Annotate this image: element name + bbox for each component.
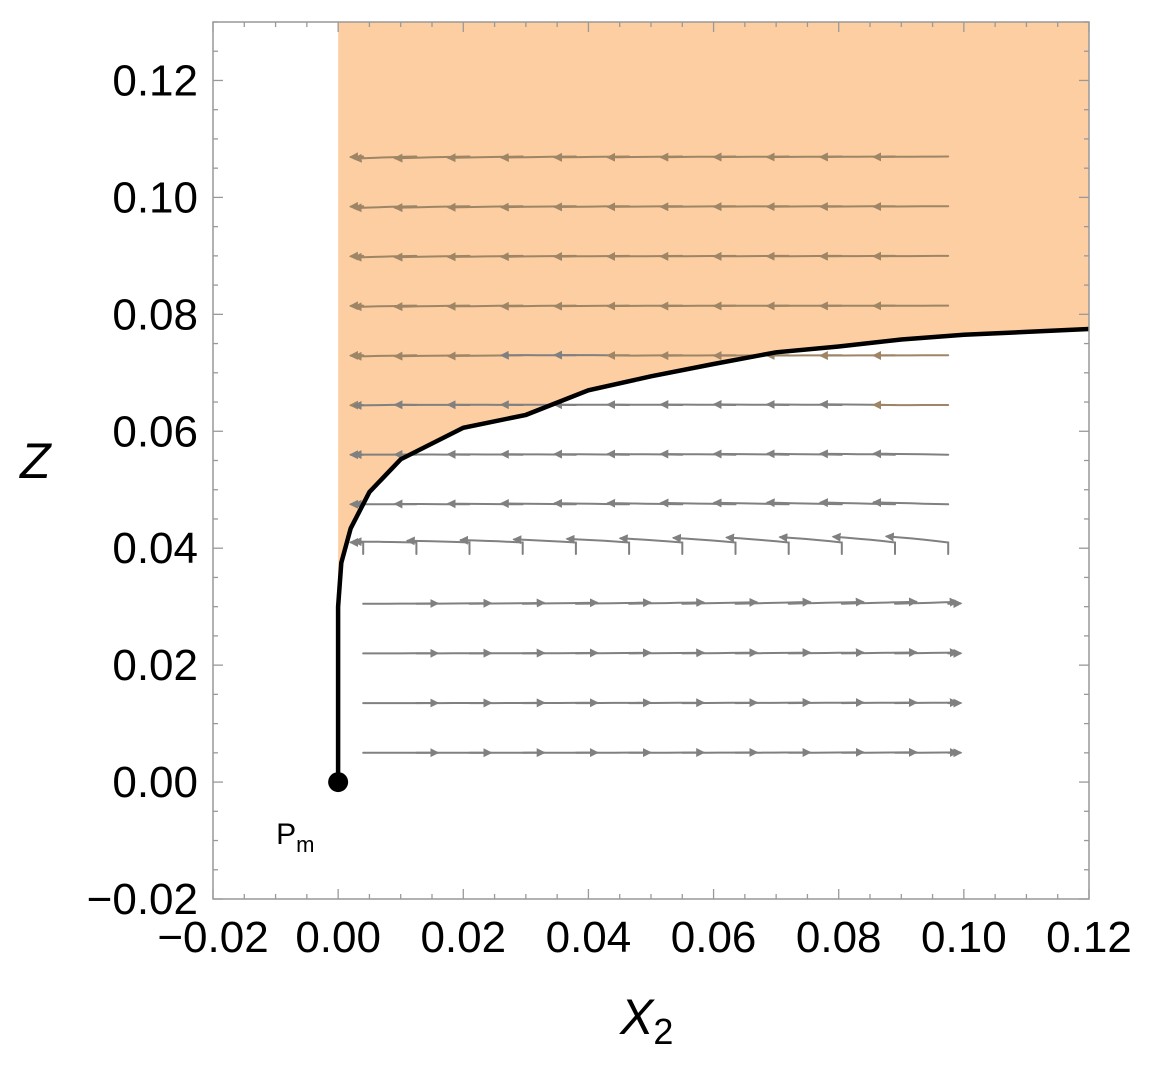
plot-area <box>335 22 1089 783</box>
y-tick-label: 0.08 <box>112 290 198 339</box>
x-tick-label: 0.00 <box>295 913 381 962</box>
streamline-arrow <box>872 498 950 508</box>
x-tick-label: 0.10 <box>921 913 1007 962</box>
streamline-arrow <box>872 449 950 459</box>
streamline-arrow <box>565 534 631 555</box>
x-tick-label: 0.04 <box>546 913 632 962</box>
y-tick-label: 0.02 <box>112 641 198 690</box>
x-axis-title-sub: 2 <box>653 1011 673 1052</box>
streamline-arrow <box>459 535 524 555</box>
streamline-arrow <box>787 597 865 607</box>
streamline-arrow <box>712 498 790 508</box>
streamline-arrow <box>872 152 950 162</box>
streamline-arrow <box>681 597 759 607</box>
streamline-arrow <box>884 532 950 555</box>
x-tick-label: −0.02 <box>157 913 268 962</box>
x-tick-label: 0.12 <box>1046 913 1132 962</box>
streamline-arrow <box>352 537 418 555</box>
streamline-arrow <box>725 533 790 555</box>
streamline-arrow <box>894 698 959 708</box>
streamline-arrow <box>405 536 471 555</box>
streamline-arrow <box>765 498 843 508</box>
y-tick-labels: −0.02 0.00 0.02 0.04 0.06 0.08 0.10 0.12 <box>87 56 198 924</box>
streamline-arrow <box>618 534 684 555</box>
x-axis-title: X2 <box>619 989 673 1052</box>
streamline-arrow <box>349 152 365 162</box>
streamline-arrow <box>778 533 843 555</box>
streamline-arrow <box>671 533 737 555</box>
x-tick-label: 0.06 <box>671 913 757 962</box>
streamline-arrow <box>818 498 896 508</box>
streamline-arrow <box>352 153 418 163</box>
axis-ticks <box>212 21 1090 900</box>
y-tick-label: 0.06 <box>112 407 198 456</box>
y-tick-label: 0.10 <box>112 173 198 222</box>
critical-point-label-main: P <box>276 818 296 851</box>
streamline-arrow <box>840 597 918 607</box>
x-tick-labels: −0.02 0.00 0.02 0.04 0.06 0.08 0.10 0.12 <box>157 913 1131 962</box>
x-axis-title-main: X <box>619 989 655 1045</box>
streamline-arrow <box>894 648 959 658</box>
shaded-region <box>338 22 1089 607</box>
x-tick-label: 0.02 <box>420 913 506 962</box>
separatrix-curve <box>335 326 1089 783</box>
y-tick-label: −0.02 <box>87 875 198 924</box>
streamline-arrow <box>659 498 737 508</box>
y-axis-title: Z <box>19 433 52 489</box>
streamline-arrow <box>831 532 896 555</box>
y-tick-label: 0.04 <box>112 524 198 573</box>
streamlines <box>349 152 963 758</box>
y-tick-label: 0.12 <box>112 56 198 105</box>
streamline-arrow <box>352 203 418 213</box>
y-tick-label: 0.00 <box>112 758 198 807</box>
critical-point-label: Pm <box>276 818 314 857</box>
streamline-arrow <box>512 535 577 555</box>
critical-point-marker <box>328 772 349 793</box>
streamline-arrow <box>349 537 365 555</box>
streamline-arrow <box>734 597 812 607</box>
streamline-arrow <box>606 498 684 508</box>
streamline-arrow <box>894 597 959 607</box>
critical-point-label-sub: m <box>296 832 314 857</box>
x-tick-label: 0.08 <box>796 913 882 962</box>
